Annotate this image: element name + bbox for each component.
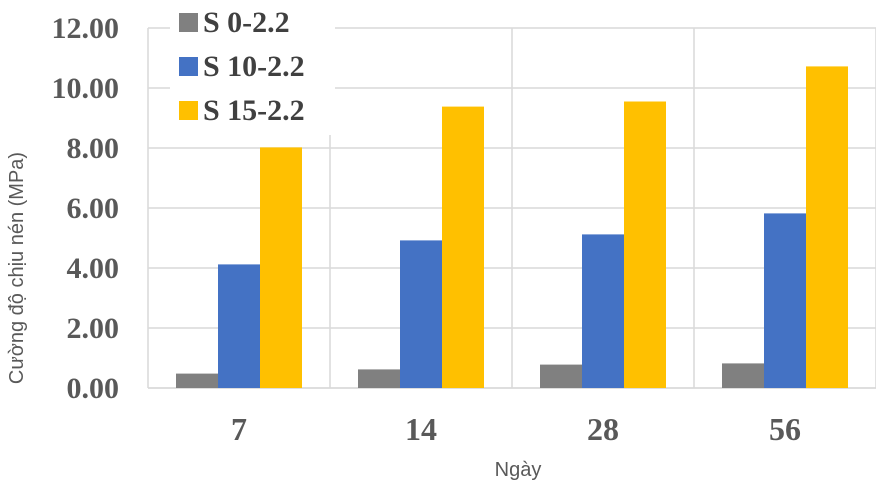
bar-s-0-2-2-28 <box>540 364 582 388</box>
y-tick-label: 8.00 <box>67 132 120 165</box>
y-axis-title: Cường độ chịu nén (MPa) <box>6 152 28 384</box>
y-tick-label: 6.00 <box>67 192 120 225</box>
chart-legend: S 0-2.2 S 10-2.2 S 15-2.2 <box>170 0 335 135</box>
bar-s-15-2-2-56 <box>806 66 848 389</box>
bar-s-0-2-2-7 <box>176 373 218 388</box>
y-tick-label: 4.00 <box>67 252 120 285</box>
bar-s-10-2-2-14 <box>400 240 442 388</box>
bar-s-0-2-2-56 <box>722 363 764 388</box>
legend-label: S 15-2.2 <box>203 94 305 127</box>
x-tick-label: 56 <box>769 411 801 447</box>
y-tick-label: 0.00 <box>67 372 120 405</box>
chart-bars <box>176 66 848 389</box>
bar-s-15-2-2-14 <box>442 106 484 388</box>
bar-s-15-2-2-28 <box>624 101 666 388</box>
y-axis-ticks: 0.00 2.00 4.00 6.00 8.00 10.00 12.00 <box>52 12 120 405</box>
bar-s-10-2-2-56 <box>764 213 806 388</box>
legend-swatch <box>179 101 198 120</box>
legend-label: S 10-2.2 <box>203 50 305 83</box>
bar-s-10-2-2-7 <box>218 264 260 388</box>
y-tick-label: 10.00 <box>52 72 120 105</box>
x-tick-label: 7 <box>231 411 247 447</box>
x-tick-label: 28 <box>587 411 619 447</box>
legend-swatch <box>179 13 198 32</box>
legend-swatch <box>179 57 198 76</box>
x-axis-ticks: 7 14 28 56 <box>231 411 801 447</box>
x-axis-title: Ngày <box>495 459 542 481</box>
bar-s-0-2-2-14 <box>358 369 400 388</box>
x-tick-label: 14 <box>405 411 437 447</box>
bar-s-10-2-2-28 <box>582 234 624 388</box>
bar-s-15-2-2-7 <box>260 147 302 388</box>
y-tick-label: 12.00 <box>52 12 120 45</box>
legend-label: S 0-2.2 <box>203 6 290 39</box>
y-tick-label: 2.00 <box>67 312 120 345</box>
